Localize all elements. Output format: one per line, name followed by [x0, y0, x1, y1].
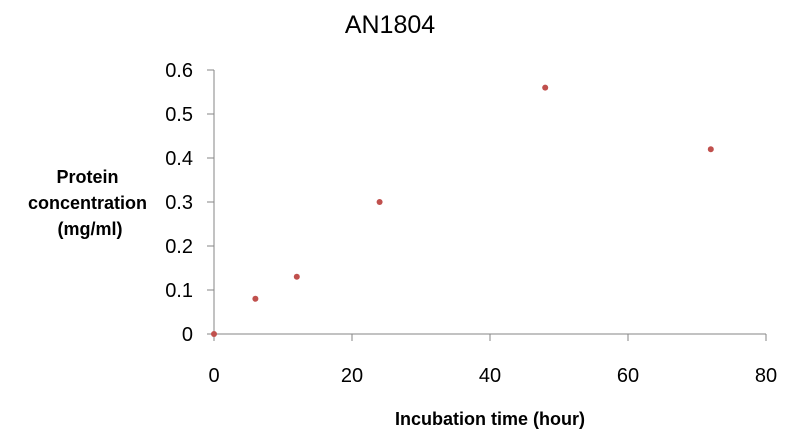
y-tick-label: 0.2 [165, 236, 193, 258]
y-tick-label: 0.6 [165, 60, 193, 82]
x-axis-title: Incubation time (hour) [395, 409, 585, 429]
y-tick-label: 0.4 [165, 148, 193, 170]
y-tick-label: 0.1 [165, 280, 193, 302]
chart-title: AN1804 [345, 11, 435, 39]
x-tick-label: 40 [479, 365, 501, 387]
data-point [542, 84, 549, 91]
x-tick-label: 80 [755, 365, 777, 387]
data-point [252, 295, 259, 302]
y-axis-title: Protein concentration (mg/ml) [28, 167, 152, 239]
y-axis-title-line-3: (mg/ml) [58, 219, 123, 239]
data-point [211, 331, 217, 337]
axes [207, 69, 767, 341]
x-tick-label: 20 [341, 365, 363, 387]
data-point [376, 199, 383, 205]
y-tick-label: 0.5 [165, 104, 193, 126]
x-tick-label: 60 [617, 365, 639, 387]
data-point [707, 146, 714, 153]
y-axis-title-line-2: concentration [28, 193, 147, 213]
y-axis-title-line-1: Protein [56, 167, 118, 187]
x-tick-label: 0 [208, 365, 219, 387]
data-points [211, 84, 714, 337]
tick-labels: 0 0.1 0.2 0.3 0.4 0.5 0.6 0 20 40 60 80 [165, 60, 777, 387]
y-tick-label: 0 [182, 324, 193, 346]
y-tick-label: 0.3 [165, 192, 193, 214]
data-point [293, 273, 300, 280]
